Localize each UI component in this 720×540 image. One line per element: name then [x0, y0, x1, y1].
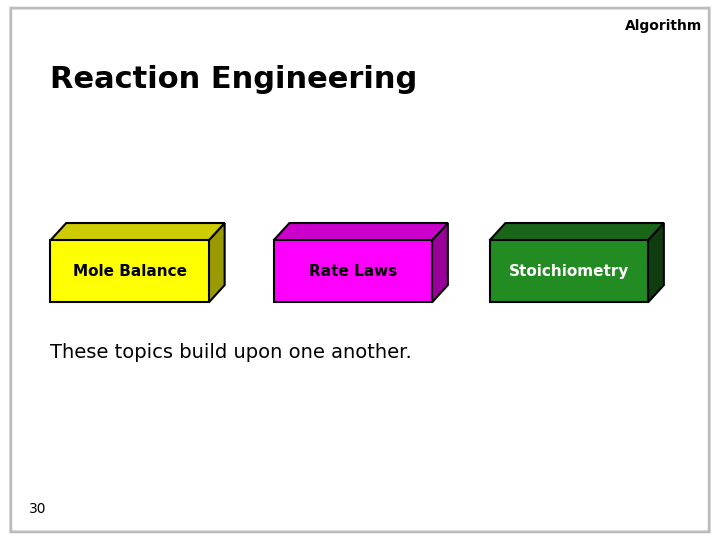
Text: Mole Balance: Mole Balance — [73, 264, 186, 279]
Text: Stoichiometry: Stoichiometry — [508, 264, 629, 279]
Polygon shape — [648, 223, 664, 302]
FancyBboxPatch shape — [490, 240, 648, 302]
Polygon shape — [432, 223, 448, 302]
Polygon shape — [50, 223, 225, 240]
FancyBboxPatch shape — [11, 8, 709, 532]
FancyBboxPatch shape — [274, 240, 432, 302]
Polygon shape — [274, 223, 448, 240]
Text: Reaction Engineering: Reaction Engineering — [50, 65, 418, 94]
Text: 30: 30 — [29, 502, 46, 516]
Text: These topics build upon one another.: These topics build upon one another. — [50, 343, 412, 362]
Text: Algorithm: Algorithm — [625, 19, 702, 33]
Polygon shape — [490, 223, 664, 240]
Polygon shape — [209, 223, 225, 302]
FancyBboxPatch shape — [50, 240, 209, 302]
Text: Rate Laws: Rate Laws — [309, 264, 397, 279]
